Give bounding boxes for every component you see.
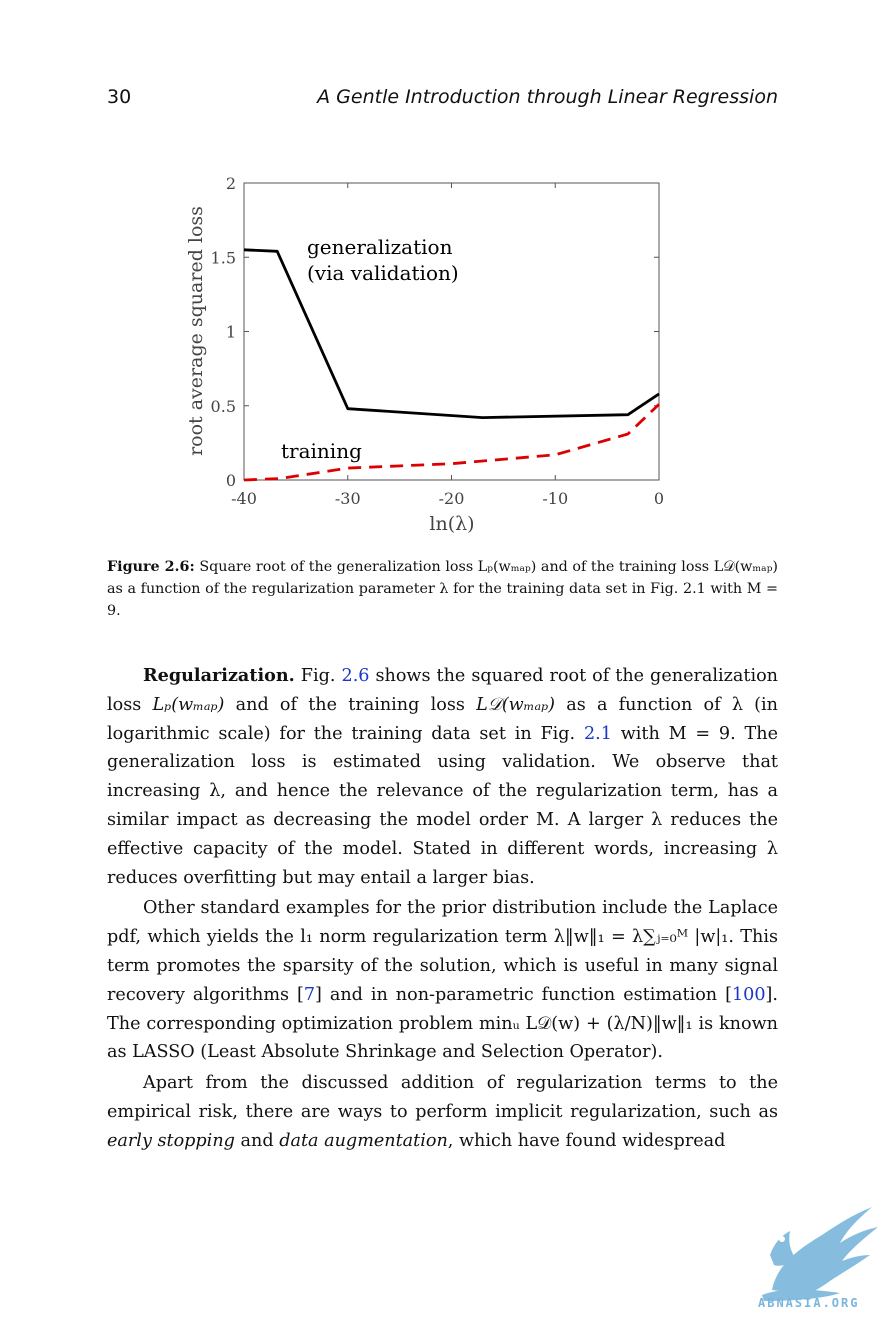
x-tick-label: -20 — [439, 489, 465, 508]
paragraph-regularization: Regularization. Fig. 2.6 shows the squar… — [107, 662, 778, 892]
y-tick-label: 1.5 — [211, 248, 236, 267]
text-run: Other standard examples for the prior di… — [107, 898, 778, 1005]
training-label: training — [281, 439, 362, 463]
figure-ref-2-1[interactable]: 2.1 — [583, 723, 612, 744]
text-run: as a function of λ (in logarithmic scale… — [107, 694, 778, 744]
x-tick-label: -30 — [335, 489, 361, 508]
page-number: 30 — [107, 86, 132, 108]
text-run: Fig. — [294, 666, 342, 686]
chart-series — [243, 248, 660, 482]
y-tick-label: 2 — [226, 174, 236, 193]
citation-7[interactable]: 7 — [303, 984, 316, 1005]
generalization-label-line1: generalization — [307, 235, 453, 259]
plot-frame — [243, 182, 660, 481]
caption-label: Figure 2.6: — [107, 559, 195, 575]
text-run: , which have found widespread — [447, 1130, 726, 1151]
term-data-augmentation: data augmentation — [279, 1130, 448, 1151]
figure-caption: Figure 2.6: Square root of the generaliz… — [107, 556, 778, 622]
watermark-text: ABNASIA.ORG — [758, 1296, 860, 1310]
text-run: ] and in non-parametric function estimat… — [315, 984, 732, 1005]
paragraph-heading: Regularization. — [143, 665, 295, 686]
training-loss-line — [243, 403, 660, 482]
generalization-loss-line — [243, 248, 660, 420]
body-text: Regularization. Fig. 2.6 shows the squar… — [107, 662, 778, 1156]
y-axis-label: root average squared loss — [185, 206, 207, 456]
text-run: with M = 9. The generalization loss is e… — [107, 723, 778, 888]
chart-axes: -40 -30 -20 -10 0 0 0.5 1 1.5 2 — [211, 174, 665, 508]
term-early-stopping: early stopping — [107, 1130, 235, 1151]
loss-vs-lambda-chart: -40 -30 -20 -10 0 0 0.5 1 1.5 2 generalization (v… — [185, 174, 665, 535]
x-tick-label: -10 — [542, 489, 568, 508]
math-training-loss: L𝒟(wₘₐₚ) — [476, 694, 556, 715]
text-run: shows the squared root of the generaliza… — [107, 666, 779, 715]
figure-ref-2-6[interactable]: 2.6 — [341, 666, 370, 686]
generalization-label-line2: (via validation) — [307, 261, 459, 285]
paragraph-implicit-regularization: Apart from the discussed addition of reg… — [107, 1069, 778, 1155]
griffin-logo-icon — [762, 1207, 878, 1301]
text-run: ]. The corresponding optimization proble… — [107, 984, 779, 1063]
text-run: and — [234, 1130, 280, 1151]
paragraph-laplace: Other standard examples for the prior di… — [107, 894, 778, 1067]
text-run: Apart from the discussed addition of reg… — [107, 1073, 778, 1122]
text-run: and of the training loss — [224, 694, 477, 715]
citation-100[interactable]: 100 — [731, 984, 766, 1005]
y-tick-label: 1 — [226, 323, 236, 342]
y-tick-label: 0 — [226, 471, 236, 490]
caption-text: Square root of the generalization loss L… — [107, 559, 778, 619]
y-tick-label: 0.5 — [211, 397, 236, 416]
running-header: 30 A Gentle Introduction through Linear … — [107, 86, 778, 112]
x-tick-label: -40 — [231, 489, 257, 508]
running-title: A Gentle Introduction through Linear Reg… — [317, 86, 778, 108]
x-axis-label: ln(λ) — [429, 513, 474, 535]
x-tick-label: 0 — [654, 489, 664, 508]
math-generalization-loss: Lₚ(wₘₐₚ) — [152, 694, 225, 715]
